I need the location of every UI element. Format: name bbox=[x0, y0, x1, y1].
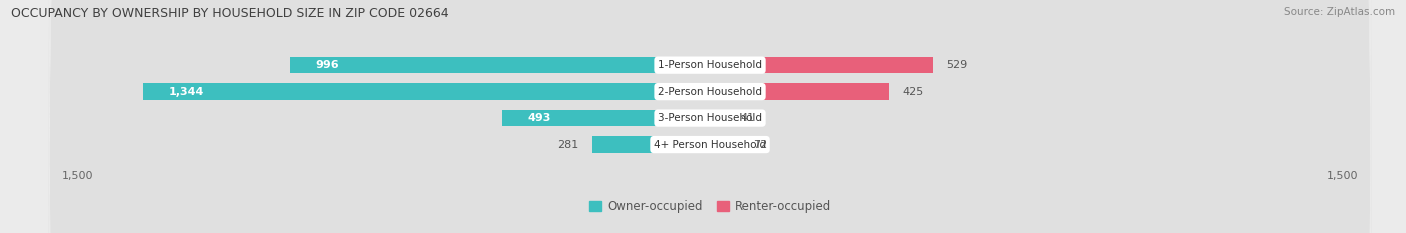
Text: 2-Person Household: 2-Person Household bbox=[658, 87, 762, 97]
Bar bbox=[290, 57, 710, 73]
Text: 1-Person Household: 1-Person Household bbox=[658, 60, 762, 70]
Text: OCCUPANCY BY OWNERSHIP BY HOUSEHOLD SIZE IN ZIP CODE 02664: OCCUPANCY BY OWNERSHIP BY HOUSEHOLD SIZE… bbox=[11, 7, 449, 20]
Text: 72: 72 bbox=[754, 140, 768, 150]
Text: 493: 493 bbox=[527, 113, 551, 123]
Bar bbox=[710, 110, 727, 126]
Text: 425: 425 bbox=[903, 87, 924, 97]
Text: 529: 529 bbox=[946, 60, 967, 70]
FancyBboxPatch shape bbox=[49, 0, 1371, 233]
FancyBboxPatch shape bbox=[49, 0, 1371, 233]
Legend: Owner-occupied, Renter-occupied: Owner-occupied, Renter-occupied bbox=[585, 195, 835, 218]
Text: 996: 996 bbox=[315, 60, 339, 70]
FancyBboxPatch shape bbox=[49, 0, 1371, 233]
Bar bbox=[710, 57, 934, 73]
Text: 41: 41 bbox=[740, 113, 754, 123]
Bar bbox=[710, 136, 741, 153]
FancyBboxPatch shape bbox=[49, 0, 1371, 233]
Text: 3-Person Household: 3-Person Household bbox=[658, 113, 762, 123]
Bar bbox=[710, 83, 890, 100]
Text: 4+ Person Household: 4+ Person Household bbox=[654, 140, 766, 150]
Text: Source: ZipAtlas.com: Source: ZipAtlas.com bbox=[1284, 7, 1395, 17]
Bar bbox=[592, 136, 710, 153]
Bar bbox=[143, 83, 710, 100]
Text: 281: 281 bbox=[558, 140, 579, 150]
Bar bbox=[502, 110, 710, 126]
Text: 1,344: 1,344 bbox=[169, 87, 204, 97]
